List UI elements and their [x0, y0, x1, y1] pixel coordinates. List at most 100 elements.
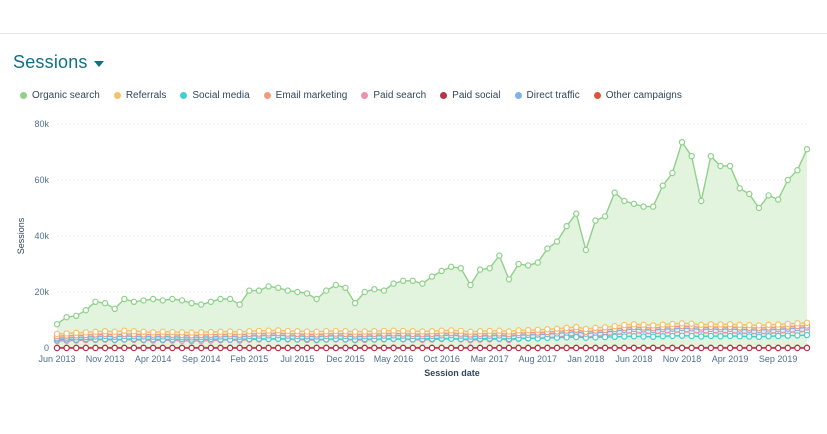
data-point-social-media	[707, 332, 715, 340]
data-point-organic-search	[419, 280, 426, 287]
data-point-referrals	[467, 328, 474, 335]
data-point-referrals	[178, 329, 186, 336]
data-point-organic-search	[313, 295, 320, 303]
data-point-paid-social	[467, 344, 474, 352]
data-point-social-media	[659, 333, 666, 340]
data-point-paid-social	[736, 344, 743, 352]
data-point-organic-search	[553, 238, 561, 245]
data-point-organic-search	[448, 263, 455, 270]
report-title-dropdown[interactable]: Sessions	[13, 52, 104, 73]
data-point-organic-search	[486, 264, 493, 272]
data-point-paid-social	[217, 344, 224, 352]
data-point-social-media	[736, 333, 743, 340]
data-point-paid-social	[130, 344, 138, 352]
data-point-organic-search	[505, 276, 513, 283]
data-point-referrals	[73, 329, 80, 337]
legend-item-paid-social[interactable]: Paid social	[440, 90, 501, 101]
data-point-organic-search	[246, 287, 253, 294]
data-point-organic-search	[678, 139, 686, 146]
data-point-referrals	[361, 328, 368, 335]
x-tick-label: Apr 2014	[135, 354, 172, 364]
data-point-paid-social	[794, 344, 801, 352]
data-point-organic-search	[101, 299, 109, 307]
data-point-paid-social	[476, 344, 484, 352]
data-point-referrals	[140, 328, 147, 335]
x-tick-label: Mar 2017	[471, 354, 509, 364]
data-point-paid-social	[419, 344, 426, 352]
data-point-referrals	[563, 324, 570, 332]
data-point-referrals	[592, 324, 599, 332]
data-point-organic-search	[342, 284, 349, 291]
data-point-paid-social	[746, 344, 753, 352]
data-point-referrals	[101, 327, 109, 335]
data-point-paid-social	[178, 344, 186, 352]
data-point-referrals	[438, 327, 445, 334]
data-point-social-media	[611, 333, 618, 340]
data-point-organic-search	[73, 312, 80, 319]
data-point-organic-search	[188, 299, 195, 307]
data-point-referrals	[149, 329, 157, 336]
data-point-paid-social	[582, 344, 590, 352]
data-point-paid-social	[717, 344, 724, 352]
caret-down-icon[interactable]	[93, 60, 104, 67]
data-point-referrals	[303, 328, 311, 335]
data-point-referrals	[688, 320, 695, 327]
data-point-paid-social	[303, 344, 311, 352]
data-point-paid-social	[63, 344, 70, 352]
data-point-paid-social	[284, 344, 291, 352]
legend-item-other-campaigns[interactable]: Other campaigns	[593, 90, 682, 101]
data-point-paid-social	[236, 344, 243, 352]
data-point-organic-search	[524, 262, 532, 269]
legend-item-organic-search[interactable]: Organic search	[20, 90, 100, 101]
data-point-paid-social	[149, 344, 157, 352]
x-tick-label: Nov 2018	[663, 354, 702, 364]
data-point-paid-social	[592, 344, 599, 352]
data-point-organic-search	[544, 245, 551, 252]
legend-item-direct-traffic[interactable]: Direct traffic	[514, 90, 580, 101]
data-point-organic-search	[496, 252, 503, 259]
data-point-paid-social	[774, 344, 782, 352]
legend-dot-icon	[593, 92, 601, 99]
data-point-paid-social	[121, 344, 128, 352]
data-point-referrals	[582, 325, 590, 333]
data-point-social-media	[765, 333, 772, 340]
data-point-paid-social	[101, 344, 109, 352]
data-point-referrals	[188, 329, 195, 336]
legend-item-social-media[interactable]: Social media	[180, 90, 250, 101]
data-point-referrals	[323, 327, 330, 335]
data-point-referrals	[380, 327, 388, 335]
data-point-organic-search	[265, 283, 272, 290]
data-point-social-media	[573, 333, 580, 341]
data-point-referrals	[678, 320, 686, 327]
x-tick-label: Jun 2013	[38, 354, 75, 364]
data-point-organic-search	[159, 297, 166, 304]
data-point-paid-social	[678, 344, 686, 352]
legend-dot-icon	[263, 92, 271, 99]
data-point-organic-search	[688, 153, 695, 160]
data-point-organic-search	[409, 277, 416, 284]
data-point-social-media	[803, 331, 811, 339]
y-tick-label: 20k	[34, 287, 49, 297]
legend-item-referrals[interactable]: Referrals	[113, 90, 166, 101]
data-point-paid-social	[563, 344, 570, 352]
data-point-referrals	[332, 327, 340, 335]
data-point-paid-social	[53, 344, 61, 352]
legend-item-paid-search[interactable]: Paid search	[361, 90, 426, 101]
legend-dot-icon	[20, 92, 27, 99]
data-point-paid-social	[332, 344, 340, 352]
data-point-social-media	[601, 333, 609, 341]
data-point-social-media	[688, 332, 695, 340]
data-point-referrals	[640, 321, 647, 328]
data-point-paid-social	[698, 344, 705, 352]
data-point-organic-search	[149, 295, 157, 303]
data-point-referrals	[707, 320, 715, 328]
data-point-paid-social	[496, 344, 503, 352]
data-point-organic-search	[226, 295, 234, 303]
data-point-paid-social	[640, 344, 647, 352]
data-point-organic-search	[92, 298, 99, 305]
data-point-organic-search	[217, 295, 224, 303]
data-point-referrals	[284, 327, 291, 335]
x-tick-label: Sep 2019	[759, 354, 798, 364]
data-point-organic-search	[294, 288, 301, 296]
legend-item-email-marketing[interactable]: Email marketing	[263, 90, 347, 101]
